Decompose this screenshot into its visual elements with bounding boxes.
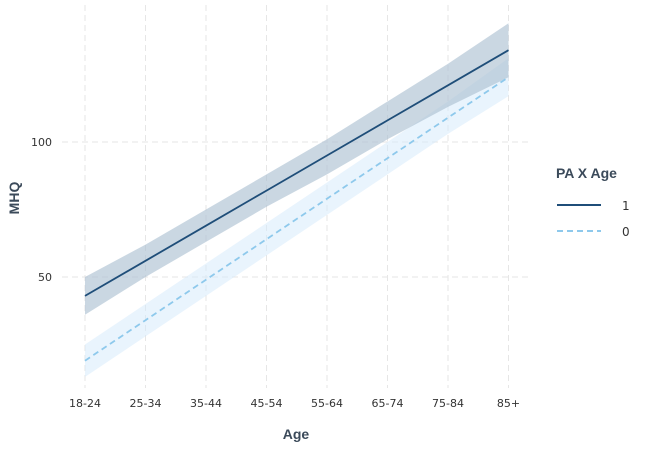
x-tick-label: 75-84: [432, 397, 464, 410]
series-lines: [84, 49, 510, 362]
confidence-bands: [85, 23, 509, 377]
x-tick-label: 55-64: [311, 397, 343, 410]
y-tick-label: 100: [31, 136, 52, 149]
x-tick-label: 65-74: [372, 397, 404, 410]
legend-label-series-1: 1: [622, 199, 630, 213]
series-line-1: [84, 49, 509, 297]
x-tick-label: 35-44: [190, 397, 222, 410]
x-tick-label: 25-34: [130, 397, 162, 410]
confidence-band-series-0: [85, 58, 509, 377]
legend-label-series-0: 0: [622, 225, 630, 239]
x-tick-label: 85+: [497, 397, 520, 410]
y-axis-title: MHQ: [6, 182, 22, 215]
confidence-band-series-1: [85, 23, 509, 315]
x-axis-title: Age: [283, 426, 310, 442]
legend: PA X Age 1 0: [556, 165, 630, 239]
tick-labels: 18-24 25-34 35-44 45-54 55-64 65-74 75-84 85+ 50…: [31, 136, 520, 410]
legend-title: PA X Age: [556, 165, 617, 181]
y-tick-label: 50: [38, 271, 52, 284]
x-tick-label: 45-54: [251, 397, 283, 410]
x-tick-label: 18-24: [69, 397, 101, 410]
series-line-0: [84, 76, 510, 362]
